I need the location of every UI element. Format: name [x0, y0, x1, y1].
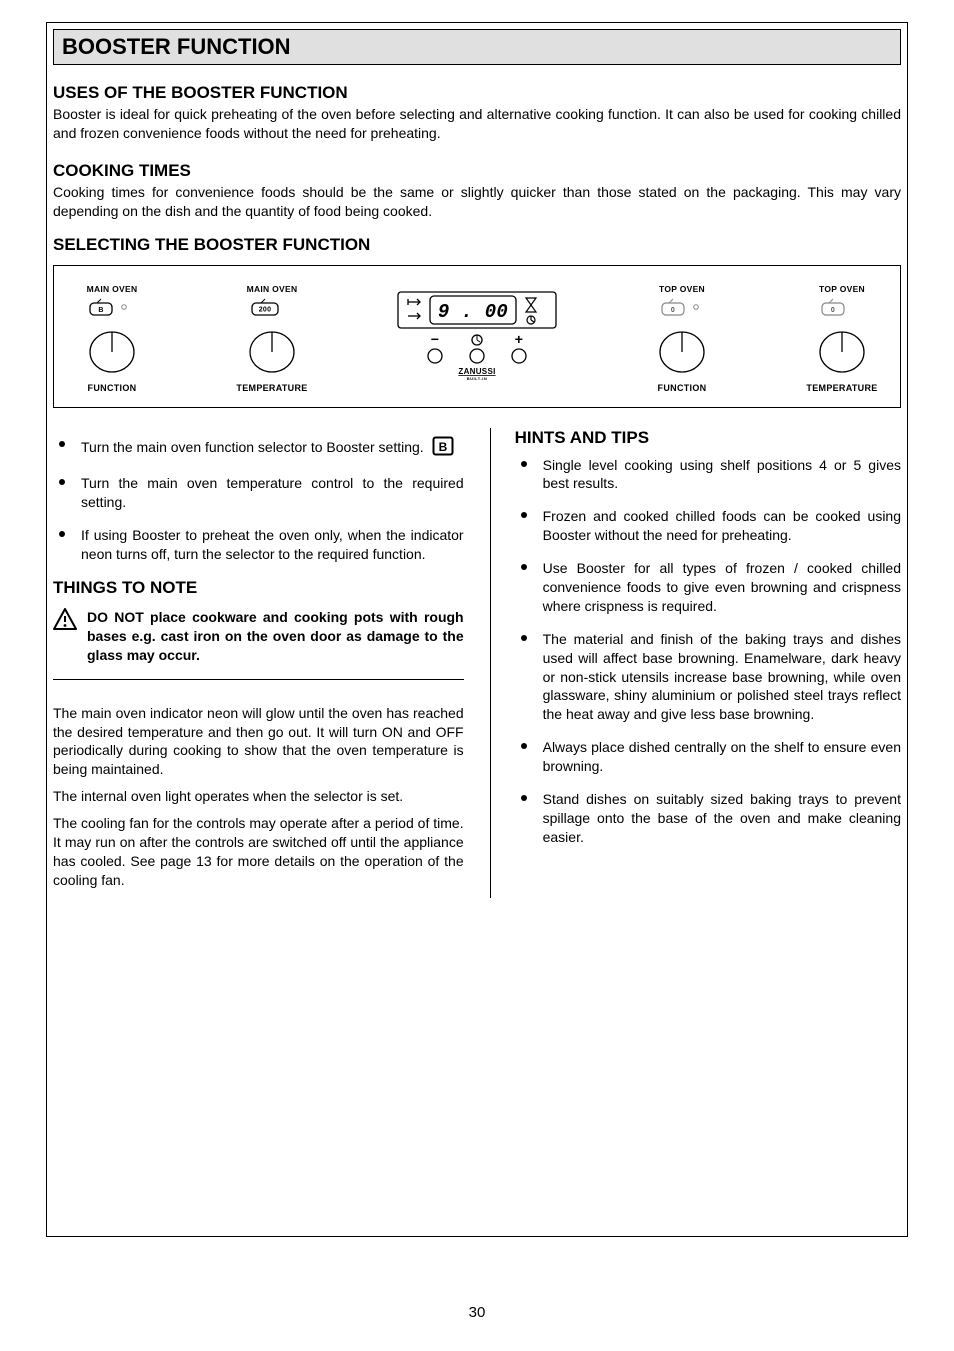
main-oven-label: MAIN OVEN	[247, 284, 298, 294]
top-oven-label: TOP OVEN	[819, 284, 865, 294]
top-oven-temp-knob: TOP OVEN 0 TEMPERATURE	[802, 284, 882, 393]
page-number: 30	[0, 1304, 954, 1321]
knob-icon: B	[72, 297, 152, 377]
list-item: Single level cooking using shelf positio…	[515, 456, 901, 494]
svg-text:0: 0	[671, 307, 675, 314]
left-para-2: The internal oven light operates when th…	[53, 787, 464, 806]
knob-icon: 200	[232, 297, 312, 377]
top-oven-function-knob: TOP OVEN 0 FUNCTION	[642, 284, 722, 393]
right-column: HINTS AND TIPS Single level cooking usin…	[490, 428, 901, 898]
uses-heading: USES OF THE BOOSTER FUNCTION	[53, 83, 901, 103]
list-item: Always place dished centrally on the she…	[515, 738, 901, 776]
function-label: FUNCTION	[88, 383, 137, 393]
top-oven-label: TOP OVEN	[659, 284, 705, 294]
cooking-heading: COOKING TIMES	[53, 161, 901, 181]
list-item: Stand dishes on suitably sized baking tr…	[515, 790, 901, 847]
knob-icon: 0	[642, 297, 722, 377]
list-item: Turn the main oven temperature control t…	[53, 474, 464, 512]
right-bullet-list: Single level cooking using shelf positio…	[515, 456, 901, 847]
bullet-text: Turn the main oven function selector to …	[81, 439, 424, 455]
control-panel-diagram: MAIN OVEN B FUNCTION MAIN OVEN 200	[53, 265, 901, 408]
svg-text:0: 0	[831, 307, 835, 314]
warning-triangle-icon	[53, 608, 77, 630]
hints-heading: HINTS AND TIPS	[515, 428, 901, 448]
svg-text:B: B	[98, 307, 103, 314]
function-label: FUNCTION	[658, 383, 707, 393]
main-oven-temp-knob: MAIN OVEN 200 TEMPERATURE	[232, 284, 312, 393]
list-item: Frozen and cooked chilled foods can be c…	[515, 507, 901, 545]
list-item: Use Booster for all types of frozen / co…	[515, 559, 901, 616]
left-para-1: The main oven indicator neon will glow u…	[53, 704, 464, 780]
display-panel: 9 . 00 −	[392, 290, 562, 380]
section-banner: BOOSTER FUNCTION	[53, 29, 901, 65]
warning-text: DO NOT place cookware and cooking pots w…	[87, 608, 464, 665]
list-item: Turn the main oven function selector to …	[53, 436, 464, 461]
brand-label: ZANUSSI	[458, 367, 495, 376]
temp-value: 200	[259, 306, 272, 313]
booster-b-icon: B	[432, 436, 454, 461]
left-para-3: The cooling fan for the controls may ope…	[53, 814, 464, 890]
things-to-note-heading: THINGS TO NOTE	[53, 578, 464, 598]
temperature-label: TEMPERATURE	[236, 383, 307, 393]
cooking-body: Cooking times for convenience foods shou…	[53, 183, 901, 221]
svg-text:−: −	[431, 331, 439, 347]
left-column: Turn the main oven function selector to …	[53, 428, 464, 898]
main-oven-function-knob: MAIN OVEN B FUNCTION	[72, 284, 152, 393]
display-icon: 9 . 00 −	[392, 290, 562, 380]
svg-text:B: B	[438, 440, 447, 454]
temperature-label: TEMPERATURE	[806, 383, 877, 393]
warning-block: DO NOT place cookware and cooking pots w…	[53, 608, 464, 680]
uses-body: Booster is ideal for quick preheating of…	[53, 105, 901, 143]
left-bullet-list: Turn the main oven function selector to …	[53, 436, 464, 564]
list-item: If using Booster to preheat the oven onl…	[53, 526, 464, 564]
selecting-heading: SELECTING THE BOOSTER FUNCTION	[53, 235, 901, 255]
knob-icon: 0	[802, 297, 882, 377]
svg-text:+: +	[515, 331, 523, 347]
main-oven-label: MAIN OVEN	[87, 284, 138, 294]
display-value: 9 . 00	[438, 301, 508, 323]
list-item: The material and finish of the baking tr…	[515, 630, 901, 724]
brand-sub-label: BUILT-IN	[467, 376, 488, 380]
